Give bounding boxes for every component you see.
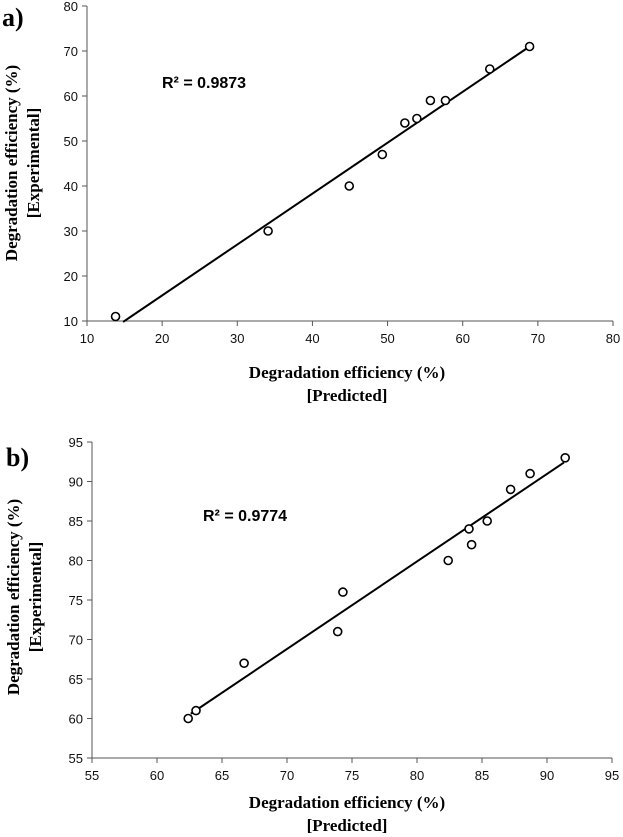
data-point [338, 587, 348, 597]
x-tick-label: 50 [380, 331, 394, 346]
y-tick-label: 70 [69, 633, 83, 648]
data-point [525, 468, 535, 479]
x-axis-subtitle-a: [Predicted] [307, 386, 388, 405]
x-tick-label: 95 [605, 768, 619, 783]
x-tick-label: 20 [155, 331, 169, 346]
trendline-b [190, 461, 565, 715]
x-tick-label: 70 [531, 331, 545, 346]
x-tick-label: 80 [410, 768, 424, 783]
x-axis-subtitle-b: [Predicted] [307, 816, 388, 835]
y-tick-label: 90 [69, 475, 83, 490]
y-axis-subtitle-b: [Experimental] [26, 542, 45, 652]
x-tick-label: 85 [475, 768, 489, 783]
trendline-a [122, 45, 531, 323]
y-axis-title-b: Degradation efficiency (%) [4, 499, 23, 695]
x-tick-label: 90 [540, 768, 554, 783]
y-tick-label: 80 [64, 0, 78, 14]
data-point [560, 452, 571, 463]
y-tick-label: 55 [69, 751, 83, 766]
y-tick-label: 60 [64, 89, 78, 104]
x-tick-label: 65 [215, 768, 229, 783]
data-point [440, 95, 451, 106]
chart-panel-a: a) R² = 0.9873 Degradation efficiency (%… [2, 0, 620, 405]
x-tick-label: 10 [80, 331, 94, 346]
x-tick-label: 60 [455, 331, 469, 346]
y-tick-label: 20 [64, 269, 78, 284]
data-point [484, 64, 495, 74]
data-point [443, 555, 454, 566]
x-axis-title-a: Degradation efficiency (%) [249, 363, 445, 382]
data-point [464, 524, 474, 534]
r-squared-annotation-b: R² = 0.9774 [203, 508, 287, 525]
y-tick-label: 40 [64, 179, 78, 194]
data-point [425, 95, 436, 106]
x-tick-label: 30 [230, 331, 244, 346]
x-tick-label: 80 [606, 331, 620, 346]
data-point [400, 118, 410, 128]
y-tick-label: 10 [64, 314, 78, 329]
x-tick-label: 40 [305, 331, 319, 346]
x-tick-label: 75 [345, 768, 359, 783]
y-axis-subtitle-a: [Experimental] [24, 108, 43, 218]
data-point [263, 226, 273, 236]
x-axis-title-b: Degradation efficiency (%) [249, 793, 445, 812]
x-tick-label: 55 [85, 768, 99, 783]
data-point [466, 539, 477, 550]
y-tick-label: 50 [64, 134, 78, 149]
panel-label-b: b) [6, 443, 29, 472]
data-point [191, 705, 201, 716]
data-point [183, 713, 193, 724]
y-tick-label: 85 [69, 514, 83, 529]
y-tick-label: 95 [69, 435, 83, 450]
data-point [412, 113, 422, 124]
y-tick-label: 65 [69, 672, 83, 687]
data-point [344, 181, 355, 191]
data-point [377, 149, 388, 160]
y-tick-label: 30 [64, 224, 78, 239]
y-tick-label: 75 [69, 593, 83, 608]
data-point [110, 311, 121, 322]
r-squared-annotation-a: R² = 0.9873 [162, 75, 246, 92]
data-point [505, 484, 516, 495]
data-point [239, 658, 249, 669]
data-point [332, 626, 343, 637]
data-point [524, 41, 535, 52]
chart-panel-b: b) R² = 0.9774 Degradation efficiency (%… [4, 435, 619, 835]
y-tick-label: 80 [69, 554, 83, 569]
y-axis-title-a: Degradation efficiency (%) [2, 65, 21, 261]
y-tick-label: 60 [69, 712, 83, 727]
y-tick-label: 70 [64, 44, 78, 59]
x-tick-label: 60 [150, 768, 164, 783]
data-point [482, 516, 493, 526]
x-tick-label: 70 [280, 768, 294, 783]
panel-label-a: a) [2, 3, 24, 32]
